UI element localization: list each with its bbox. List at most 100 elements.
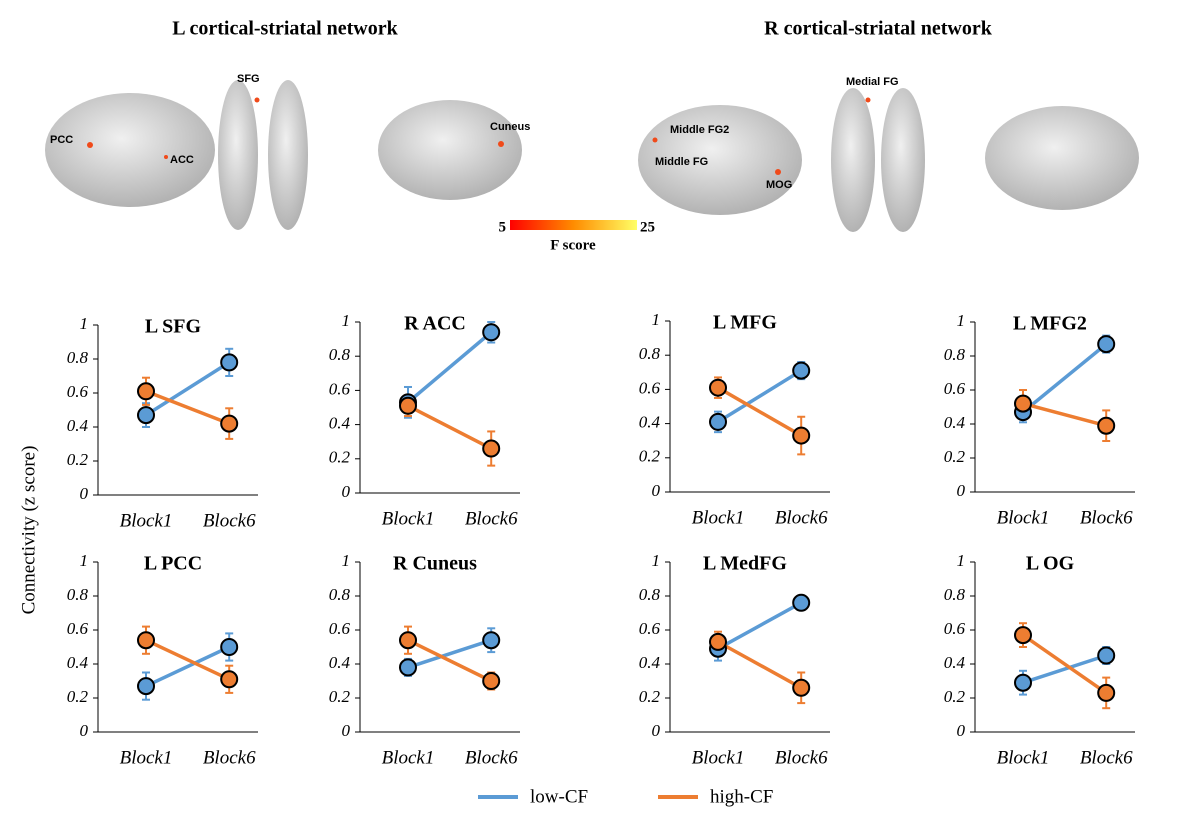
- x-tick-label: Block1: [997, 507, 1050, 528]
- y-tick-label: 0.8: [329, 585, 351, 604]
- y-tick-label: 1: [652, 551, 661, 570]
- chart-title: L MedFG: [703, 553, 787, 575]
- y-tick-label: 0: [652, 721, 661, 740]
- activation: [498, 141, 504, 147]
- series-line: [717, 386, 803, 438]
- x-tick-label: Block1: [692, 507, 745, 528]
- x-tick-label: Block6: [775, 747, 828, 768]
- chart-title: L OG: [1026, 553, 1075, 575]
- y-tick-label: 0.4: [67, 653, 89, 672]
- chart-title: R ACC: [404, 313, 466, 335]
- x-tick-label: Block1: [120, 510, 173, 531]
- series-line: [145, 645, 230, 688]
- series-line: [1022, 653, 1107, 685]
- y-tick-label: 0.2: [944, 447, 966, 466]
- y-tick-label: 0: [652, 481, 661, 500]
- y-tick-label: 0.8: [329, 345, 351, 364]
- brain-top-right: [881, 88, 925, 232]
- data-point: [1014, 673, 1032, 692]
- activation: [164, 155, 168, 159]
- y-tick-label: 0.2: [639, 687, 661, 706]
- data-point: [137, 406, 155, 425]
- data-point: [1014, 626, 1032, 645]
- data-point: [792, 426, 811, 445]
- y-tick-label: 0.8: [67, 585, 89, 604]
- x-tick-label: Block6: [1080, 507, 1133, 528]
- x-tick-label: Block6: [775, 507, 828, 528]
- y-tick-label: 0.4: [944, 653, 966, 672]
- y-tick-label: 0.6: [944, 619, 966, 638]
- chart-title: L PCC: [144, 553, 202, 575]
- region-label: Middle FG: [655, 156, 708, 168]
- series-line: [1021, 342, 1108, 414]
- activation: [87, 142, 93, 148]
- y-tick-label: 1: [652, 310, 661, 329]
- x-tick-label: Block6: [465, 508, 518, 529]
- y-tick-label: 1: [957, 551, 966, 570]
- y-tick-label: 1: [342, 551, 351, 570]
- series-line: [717, 640, 803, 690]
- data-point: [1097, 683, 1116, 702]
- series-line: [406, 330, 493, 404]
- x-tick-label: Block1: [382, 747, 435, 768]
- chart-title: L MFG: [713, 312, 777, 334]
- brain-medial-left: [45, 93, 215, 207]
- network-title: L cortical-striatal network: [172, 18, 398, 40]
- region-label: PCC: [50, 134, 73, 146]
- y-tick-label: 0.2: [639, 447, 661, 466]
- y-tick-label: 0.6: [639, 619, 661, 638]
- legend-label: high-CF: [710, 786, 773, 807]
- colorbar-min: 5: [499, 219, 507, 235]
- y-tick-label: 1: [342, 311, 351, 330]
- data-point: [709, 378, 727, 397]
- y-tick-label: 0.4: [329, 414, 351, 433]
- series-line: [407, 638, 492, 670]
- activation: [254, 97, 260, 103]
- y-tick-label: 0.2: [329, 687, 351, 706]
- region-label: Middle FG2: [670, 124, 729, 136]
- y-tick-label: 0.8: [944, 345, 966, 364]
- y-axis-label: Connectivity (z score): [18, 446, 39, 615]
- data-point: [709, 412, 727, 431]
- data-point: [1097, 416, 1116, 435]
- series-line: [145, 638, 230, 681]
- y-tick-label: 0.6: [639, 378, 661, 397]
- x-tick-label: Block6: [203, 510, 256, 531]
- activation: [865, 97, 871, 103]
- data-point: [399, 658, 417, 677]
- y-tick-label: 1: [957, 311, 966, 330]
- region-label: Medial FG: [846, 76, 899, 88]
- data-point: [137, 677, 155, 696]
- data-point: [709, 632, 727, 651]
- y-tick-label: 0.6: [67, 382, 89, 401]
- legend: low-CF high-CF: [478, 786, 773, 807]
- data-point: [792, 593, 811, 612]
- data-point: [137, 631, 155, 650]
- x-tick-label: Block1: [120, 747, 173, 768]
- x-tick-label: Block6: [465, 747, 518, 768]
- activation: [652, 137, 658, 143]
- y-tick-label: 0.6: [944, 379, 966, 398]
- y-tick-label: 0.2: [67, 450, 89, 469]
- y-tick-label: 0.4: [639, 413, 661, 432]
- series-line: [717, 601, 803, 651]
- y-tick-label: 0.8: [639, 344, 661, 363]
- data-point: [1014, 394, 1032, 413]
- y-tick-label: 0.8: [67, 348, 89, 367]
- y-tick-label: 0.4: [639, 653, 661, 672]
- activation: [775, 169, 781, 175]
- region-label: SFG: [237, 73, 260, 85]
- x-tick-label: Block1: [997, 747, 1050, 768]
- y-tick-label: 1: [80, 551, 89, 570]
- y-tick-label: 0.4: [329, 653, 351, 672]
- series-line: [1022, 401, 1107, 428]
- x-tick-label: Block1: [692, 747, 745, 768]
- data-point: [1097, 335, 1116, 354]
- colorbar: [510, 220, 637, 230]
- data-point: [482, 323, 501, 342]
- region-label: MOG: [766, 179, 792, 191]
- region-label: Cuneus: [490, 121, 530, 133]
- series-line: [145, 389, 230, 426]
- y-tick-label: 0.6: [67, 619, 89, 638]
